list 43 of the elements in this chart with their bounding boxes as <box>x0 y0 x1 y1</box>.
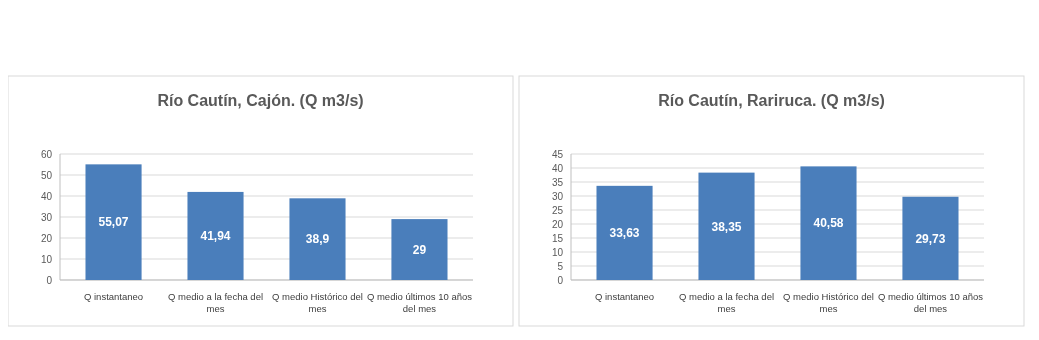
x-tick-label: Q instantaneo <box>594 291 655 302</box>
y-tick-label: 60 <box>40 148 53 160</box>
y-tick-label: 0 <box>46 274 53 286</box>
data-label: 38,35 <box>711 219 742 234</box>
y-tick-label: 30 <box>551 190 564 202</box>
x-tick-label: Q medio Histórico del mes <box>272 291 363 314</box>
data-label: 41,94 <box>200 229 231 244</box>
y-tick-label: 10 <box>40 253 53 265</box>
bar <box>85 164 142 280</box>
bar <box>187 191 244 280</box>
x-tick-label: Q medio Histórico del mes <box>783 291 874 314</box>
y-tick-label: 5 <box>557 260 564 272</box>
y-tick-label: 15 <box>551 232 564 244</box>
y-tick-label: 35 <box>551 176 564 188</box>
data-label: 40,58 <box>813 216 844 231</box>
x-tick-label: Q medio a la fecha del mes <box>167 291 264 314</box>
data-label: 29,73 <box>915 231 946 246</box>
y-tick-label: 0 <box>557 274 564 286</box>
x-tick-label: Q medio últimos 10 años del mes <box>877 291 984 314</box>
data-label: 29 <box>412 242 427 257</box>
y-tick-label: 20 <box>551 218 564 230</box>
chart-title: Río Cautín, Cajón. (Q m3/s) <box>157 92 364 109</box>
bar <box>698 172 755 280</box>
y-tick-label: 20 <box>40 232 53 244</box>
bar <box>800 166 857 280</box>
bar <box>596 185 653 280</box>
y-tick-label: 45 <box>551 148 564 160</box>
data-label: 33,63 <box>609 226 640 241</box>
bar <box>391 219 448 280</box>
y-tick-label: 25 <box>551 204 564 216</box>
bar <box>902 196 959 280</box>
x-tick-label: Q medio últimos 10 años del mes <box>366 291 473 314</box>
data-label: 38,9 <box>305 232 330 247</box>
y-tick-label: 40 <box>551 162 564 174</box>
y-tick-label: 30 <box>40 211 53 223</box>
x-tick-label: Q instantaneo <box>83 291 144 302</box>
x-tick-label: Q medio a la fecha del mes <box>678 291 775 314</box>
data-label: 55,07 <box>98 215 129 230</box>
bar <box>289 198 346 280</box>
y-tick-label: 40 <box>40 190 53 202</box>
chart-title: Río Cautín, Rariruca. (Q m3/s) <box>658 92 885 109</box>
y-tick-label: 50 <box>40 169 53 181</box>
y-tick-label: 10 <box>551 246 564 258</box>
